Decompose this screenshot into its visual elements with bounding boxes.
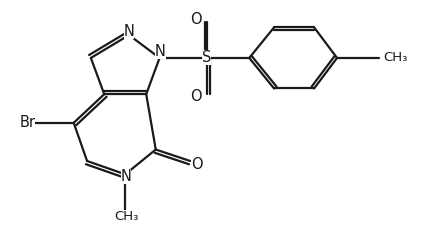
- Text: N: N: [155, 44, 166, 59]
- Text: N: N: [124, 24, 135, 39]
- Text: O: O: [191, 157, 203, 172]
- Text: Br: Br: [19, 115, 35, 130]
- Text: S: S: [202, 50, 211, 65]
- Text: CH₃: CH₃: [114, 210, 138, 223]
- Text: O: O: [190, 89, 201, 104]
- Text: N: N: [121, 169, 132, 184]
- Text: CH₃: CH₃: [383, 51, 408, 64]
- Text: O: O: [190, 12, 201, 27]
